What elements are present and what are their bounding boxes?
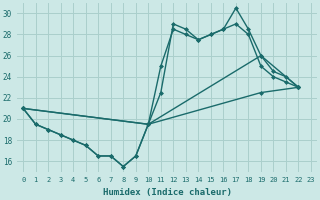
X-axis label: Humidex (Indice chaleur): Humidex (Indice chaleur) [102,188,232,197]
